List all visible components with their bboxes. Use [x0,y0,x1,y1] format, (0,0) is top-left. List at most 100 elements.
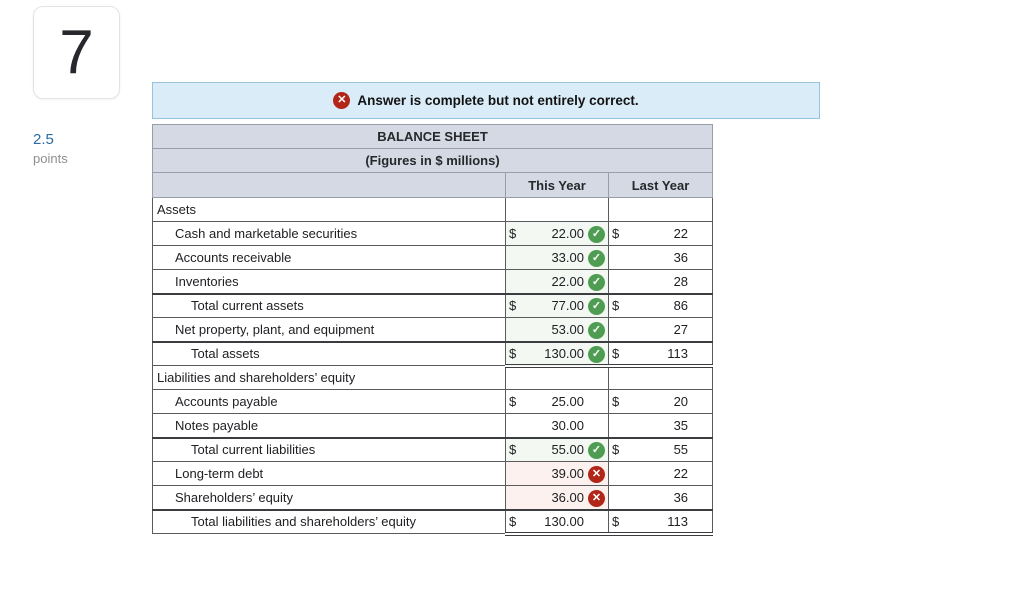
last-year-value: 35 [673,417,689,433]
this-year-input-cell[interactable]: 22.00 ✓ [505,269,609,294]
cell-content: $55.00 ✓ [506,439,608,462]
correct-check-icon: ✓ [588,345,605,363]
this-year-value: 33.00 [551,250,584,265]
currency-symbol: $ [612,226,620,241]
status-icon-slot [692,297,709,314]
this-year-input-cell[interactable]: $130.00 ✓ [505,340,609,368]
status-icon-slot: ✓ [588,273,605,291]
correct-check-icon: ✓ [588,298,605,316]
status-icon-slot [692,345,709,362]
status-icon-slot [692,225,709,242]
currency-symbol: $ [612,394,620,409]
cell-content: 36 [609,246,712,269]
status-icon-slot [692,249,709,266]
this-year-value: 130.00 [544,345,584,361]
this-year-value: 53.00 [551,321,584,337]
table-row: Total assets $130.00 ✓ $113 [152,340,714,368]
last-year-cell: 22 [607,461,714,486]
row-label: Long-term debt [152,461,506,486]
last-year-cell: 35 [607,413,714,438]
table-row: Long-term debt 39.00 ✕ 22 [152,461,714,486]
cell-content: 36 [609,486,712,509]
this-year-cell [505,197,609,222]
last-year-value: 55 [673,442,689,458]
status-icon-slot: ✓ [588,345,605,363]
status-icon-slot [692,417,709,434]
points-label: points [33,151,68,166]
row-label: Accounts payable [152,389,506,414]
row-label: Total assets [152,340,506,366]
this-year-value: 39.00 [551,466,584,481]
table-row: Shareholders’ equity 36.00 ✕ 36 [152,485,714,510]
cell-content: $20 [609,390,712,413]
status-icon-slot: ✕ [588,465,605,483]
this-year-input-cell[interactable]: $55.00 ✓ [505,436,609,462]
status-icon-slot: ✓ [588,225,605,243]
this-year-cell: $130.00 [505,508,609,536]
status-icon-slot [588,393,605,410]
last-year-cell: $113 [607,508,714,536]
table-row: Accounts payable $25.00 $20 [152,389,714,414]
column-header-this-year: This Year [505,172,609,198]
currency-symbol: $ [509,394,517,409]
this-year-input-cell[interactable]: 36.00 ✕ [505,485,609,510]
row-label: Liabilities and shareholders’ equity [152,365,506,390]
status-icon-slot [692,393,709,410]
status-icon-slot [692,489,709,506]
cell-content: $55 [609,439,712,462]
correct-check-icon: ✓ [588,250,605,267]
status-icon-slot [692,513,709,530]
cell-content: $25.00 [506,390,608,413]
cell-content: 53.00 ✓ [506,318,608,341]
currency-symbol: $ [612,298,620,314]
row-label: Net property, plant, and equipment [152,317,506,342]
feedback-banner: ✕ Answer is complete but not entirely co… [152,82,820,119]
cell-content: $86 [609,295,712,318]
row-label: Total liabilities and shareholders’ equi… [152,508,506,534]
row-label: Shareholders’ equity [152,485,506,510]
last-year-value: 22 [673,466,689,481]
table-subtitle-row: (Figures in $ millions) [151,148,714,173]
status-icon-slot: ✓ [588,297,605,316]
currency-symbol: $ [612,513,620,529]
status-icon-slot: ✓ [588,441,605,460]
table-subtitle: (Figures in $ millions) [151,148,714,173]
cell-content: $77.00 ✓ [506,295,608,318]
last-year-cell [607,365,714,390]
cell-content: 28 [609,270,712,293]
currency-symbol: $ [509,345,517,361]
cell-content [609,198,712,221]
this-year-input-cell[interactable]: 33.00 ✓ [505,245,609,270]
currency-symbol: $ [509,226,517,241]
this-year-input-cell[interactable]: $22.00 ✓ [505,221,609,246]
cell-content: 39.00 ✕ [506,462,608,485]
cell-content: 36.00 ✕ [506,486,608,509]
status-icon-slot [692,465,709,482]
last-year-cell: 27 [607,317,714,342]
table-row: Total liabilities and shareholders’ equi… [152,508,714,536]
this-year-input-cell[interactable]: $77.00 ✓ [505,292,609,318]
currency-symbol: $ [509,513,517,529]
incorrect-x-icon: ✕ [588,489,605,507]
error-circle-x-icon: ✕ [333,92,351,109]
points-value: 2.5 [33,131,54,148]
last-year-value: 22 [673,226,689,241]
table-row: Notes payable 30.00 35 [152,413,714,438]
last-year-cell: $113 [607,340,714,368]
this-year-input-cell[interactable]: 39.00 ✕ [505,461,609,486]
table-row: Net property, plant, and equipment 53.00 ✓… [152,317,714,342]
section-row: Assets [152,197,714,222]
currency-symbol: $ [509,442,517,458]
status-icon-slot [692,321,709,338]
table-title-row: BALANCE SHEET [151,124,714,149]
this-year-input-cell[interactable]: 53.00 ✓ [505,317,609,342]
table-row: Accounts receivable 33.00 ✓ 36 [152,245,714,270]
row-label: Assets [152,197,506,222]
table-row: Total current liabilities $55.00 ✓ $55 [152,436,714,462]
correct-check-icon: ✓ [588,273,605,291]
status-icon-slot: ✓ [588,249,605,267]
cell-content: $130.00 ✓ [506,343,608,364]
this-year-cell [505,365,609,390]
cell-content: 33.00 ✓ [506,246,608,269]
this-year-cell: 30.00 [505,413,609,438]
